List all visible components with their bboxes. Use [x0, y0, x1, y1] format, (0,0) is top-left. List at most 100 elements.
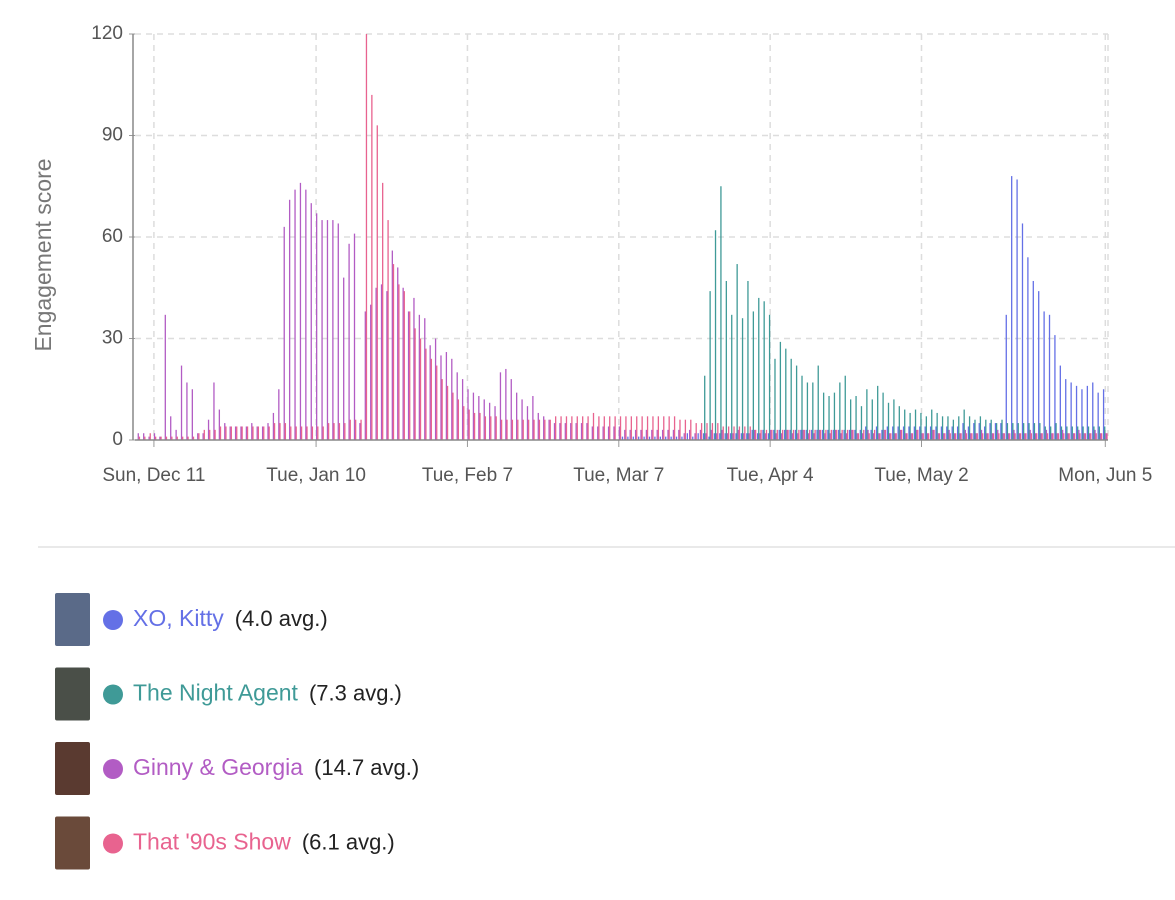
bar [870, 429, 872, 440]
bar [1001, 419, 1003, 440]
bar [343, 277, 345, 440]
bar [392, 264, 395, 440]
bar [911, 433, 914, 440]
bar [743, 433, 745, 440]
bar [414, 328, 416, 440]
bar [673, 416, 676, 440]
bar [679, 419, 681, 440]
bar [364, 311, 366, 440]
bar [143, 433, 145, 440]
bar [1021, 223, 1024, 440]
bar [176, 436, 178, 440]
bar [641, 416, 643, 440]
bar [1081, 389, 1083, 440]
bar [311, 426, 314, 440]
bar [714, 230, 717, 440]
bar [268, 426, 270, 440]
bar [278, 389, 280, 440]
bar [959, 433, 961, 440]
bar [797, 433, 799, 440]
bar [300, 426, 303, 440]
bar [786, 429, 788, 440]
bar [614, 416, 616, 440]
bar [878, 433, 880, 440]
bar [261, 426, 264, 440]
bar [1098, 426, 1100, 440]
bar [440, 355, 442, 440]
bar [995, 423, 998, 440]
bar [424, 318, 426, 440]
bar [713, 433, 716, 440]
bar [760, 429, 762, 440]
bar [809, 429, 811, 440]
bar [332, 220, 334, 440]
bar [798, 429, 800, 440]
bar [511, 419, 514, 440]
thumbnail [55, 593, 90, 646]
bar [1067, 433, 1069, 440]
bar [861, 433, 864, 440]
bar [661, 429, 664, 440]
bar [833, 392, 836, 440]
bar [767, 433, 770, 440]
bar [186, 382, 188, 440]
bar [924, 426, 926, 440]
bar [932, 429, 934, 440]
bar [944, 433, 946, 440]
bar [1075, 385, 1078, 440]
bar [207, 419, 210, 440]
bar [789, 429, 791, 440]
bar [962, 423, 964, 440]
bar [904, 409, 906, 440]
bar [571, 416, 573, 440]
bar [337, 223, 339, 440]
bar [1059, 365, 1061, 440]
bar [160, 436, 162, 440]
bar [663, 416, 665, 440]
bar [958, 416, 960, 440]
bar [240, 426, 242, 440]
bar [973, 423, 975, 440]
bar [1097, 392, 1099, 440]
legend-name: XO, Kitty [133, 605, 224, 631]
bar [675, 436, 678, 440]
bar [391, 250, 393, 440]
bar [746, 433, 748, 440]
bar [724, 433, 726, 440]
bar [418, 314, 421, 440]
bar [970, 433, 972, 440]
bar [839, 382, 841, 440]
bar [1087, 426, 1090, 440]
x-tick-label: Mon, Jun 5 [1058, 465, 1152, 486]
bar [759, 433, 761, 440]
bar [967, 426, 970, 440]
bar [1009, 433, 1011, 440]
bar [763, 301, 765, 440]
bar [267, 423, 269, 440]
bar [841, 429, 843, 440]
bar [516, 392, 518, 440]
bar [1007, 433, 1010, 440]
bar [857, 433, 860, 440]
bar [738, 426, 741, 440]
bar [1094, 429, 1096, 440]
bar [960, 433, 962, 440]
bar [154, 436, 157, 440]
bar [794, 429, 797, 440]
bar [245, 426, 248, 440]
bar [360, 419, 362, 440]
bar [681, 436, 683, 440]
x-tick-label: Sun, Dec 11 [102, 465, 205, 486]
bar [697, 433, 699, 440]
bar [838, 429, 840, 440]
bar [218, 409, 221, 440]
bar [706, 423, 708, 440]
bar [832, 429, 834, 440]
bar [175, 429, 177, 440]
bar [992, 433, 995, 440]
bar [822, 392, 825, 440]
bar [883, 429, 885, 440]
bar [652, 416, 654, 440]
bar [812, 382, 814, 440]
bar [686, 433, 688, 440]
